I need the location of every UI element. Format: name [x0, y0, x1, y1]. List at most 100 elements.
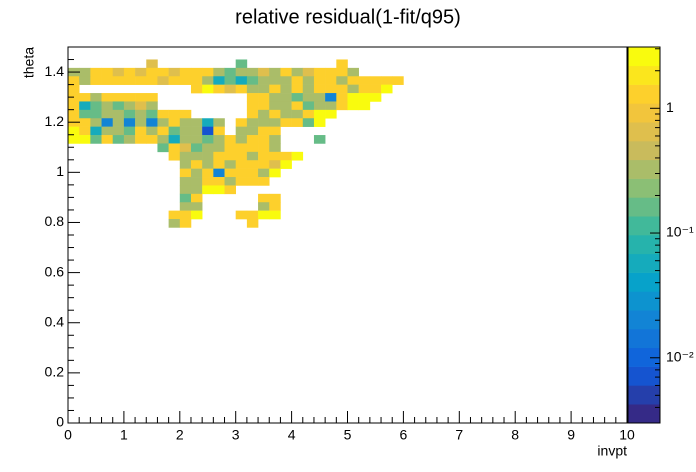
- cell: [313, 84, 326, 94]
- cell: [90, 101, 102, 111]
- cell: [246, 126, 259, 136]
- cell: [190, 76, 203, 85]
- cell: [269, 210, 281, 220]
- cell: [135, 126, 147, 136]
- cell: [213, 76, 225, 85]
- cell: [179, 177, 192, 186]
- x-tick-label: 8: [511, 427, 519, 443]
- cell: [246, 76, 259, 85]
- cell: [246, 84, 259, 94]
- cell: [347, 76, 359, 85]
- cell: [146, 135, 158, 144]
- cell: [157, 118, 169, 127]
- cell: [325, 67, 337, 77]
- y-tick-label: 0: [56, 414, 64, 430]
- cell: [224, 84, 236, 94]
- colorbar-band: [628, 65, 660, 85]
- cell: [213, 177, 225, 186]
- cell: [235, 84, 248, 94]
- cell: [213, 126, 225, 136]
- cell: [90, 67, 102, 77]
- cell: [291, 101, 304, 111]
- cell: [313, 93, 326, 102]
- cell: [336, 67, 348, 77]
- cell: [90, 76, 102, 85]
- cell: [157, 76, 169, 85]
- x-tick-label: 1: [120, 427, 128, 443]
- cell: [258, 76, 270, 85]
- y-tick-label: 0.2: [45, 364, 65, 380]
- cell: [313, 76, 326, 85]
- cell: [224, 177, 236, 186]
- colorbar-tick-label: 10⁻²: [666, 348, 694, 364]
- cell: [235, 151, 248, 161]
- cell: [280, 67, 292, 77]
- cell: [112, 118, 125, 127]
- colorbar-band: [628, 178, 660, 198]
- cell: [202, 177, 214, 186]
- cell: [79, 126, 91, 136]
- cell: [369, 84, 382, 94]
- cell: [358, 84, 371, 94]
- cell: [101, 101, 114, 111]
- cell: [258, 151, 270, 161]
- cell: [135, 67, 147, 77]
- cell: [291, 109, 304, 119]
- cell: [246, 109, 259, 119]
- cell: [336, 76, 348, 85]
- cell: [302, 101, 315, 111]
- cell: [258, 109, 270, 119]
- x-tick-label: 4: [288, 427, 296, 443]
- cell: [68, 84, 80, 94]
- cell: [190, 177, 203, 186]
- cell: [235, 168, 248, 178]
- cell: [258, 84, 270, 94]
- cell: [235, 210, 248, 220]
- y-tick-label: 0.8: [45, 213, 65, 229]
- cell: [358, 93, 371, 102]
- cell: [202, 143, 214, 153]
- cell: [336, 59, 348, 69]
- cell: [168, 109, 181, 119]
- cell: [79, 109, 91, 119]
- cell: [190, 84, 203, 94]
- cell: [369, 93, 382, 102]
- cell: [179, 143, 192, 153]
- cell: [269, 84, 281, 94]
- cell: [302, 93, 315, 102]
- cell: [112, 67, 125, 77]
- cell: [101, 109, 114, 119]
- colorbar-band: [628, 47, 660, 67]
- cell: [179, 168, 192, 178]
- cell: [202, 126, 214, 136]
- cell: [246, 143, 259, 153]
- cell: [179, 185, 192, 195]
- x-tick-label: 2: [176, 427, 184, 443]
- cell: [202, 168, 214, 178]
- cell: [258, 135, 270, 144]
- cell: [190, 168, 203, 178]
- cell: [291, 84, 304, 94]
- cell: [146, 118, 158, 127]
- cell: [224, 151, 236, 161]
- cell: [258, 67, 270, 77]
- colorbar-band: [628, 310, 660, 330]
- cell: [235, 76, 248, 85]
- cell: [258, 160, 270, 169]
- cell: [291, 67, 304, 77]
- cell: [179, 202, 192, 211]
- cell: [68, 135, 80, 144]
- cell: [179, 118, 192, 127]
- cell: [68, 76, 80, 85]
- cell: [280, 76, 292, 85]
- cell: [224, 185, 236, 195]
- cell: [146, 109, 158, 119]
- cell: [246, 93, 259, 102]
- cell: [157, 126, 169, 136]
- cell: [101, 126, 114, 136]
- cell: [224, 135, 236, 144]
- cell: [392, 76, 404, 85]
- cell: [325, 93, 337, 102]
- cell: [269, 193, 281, 203]
- colorbar-band: [628, 159, 660, 179]
